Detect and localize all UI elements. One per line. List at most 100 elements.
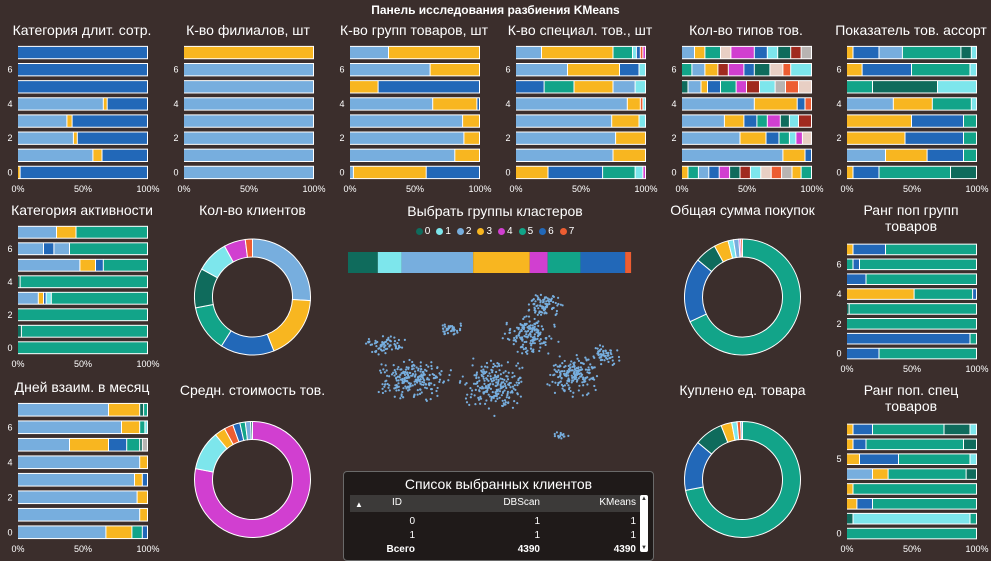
chart-activity[interactable]: Категория активности 0 2 4 6 0% 50% 100% bbox=[2, 200, 162, 370]
chart-plot bbox=[194, 420, 311, 538]
bar-segment bbox=[613, 149, 645, 161]
scatter-point bbox=[571, 395, 574, 398]
scatter-point bbox=[513, 400, 516, 403]
chart-pop-groups[interactable]: Ранг поп групп товаров 0 2 4 6 0% 50% 100% bbox=[831, 200, 991, 375]
legend-item[interactable]: 7 bbox=[559, 226, 574, 237]
scatter-point bbox=[601, 353, 604, 356]
scatter-plot[interactable] bbox=[345, 285, 650, 465]
sort-icon[interactable]: ▲ bbox=[355, 500, 363, 509]
table-row[interactable]: 1 1 1 bbox=[350, 528, 642, 543]
scatter-point bbox=[490, 399, 493, 402]
scatter-point bbox=[546, 303, 549, 306]
chart-total-purchases[interactable]: Общая сумма покупок bbox=[660, 200, 825, 370]
scatter-point bbox=[417, 369, 420, 372]
bar-segment bbox=[548, 166, 603, 179]
chart-product-groups[interactable]: К-во групп товаров, шт 0 2 4 6 0% 50% 100% bbox=[334, 20, 494, 195]
scatter-point bbox=[501, 337, 504, 340]
chart-assortment[interactable]: Показатель тов. ассорт 0 2 4 6 0% 50% 100% bbox=[831, 20, 991, 195]
scatter-point bbox=[496, 382, 500, 385]
bar-segment bbox=[719, 166, 730, 179]
bar-segment bbox=[853, 484, 976, 494]
scatter-point bbox=[575, 380, 579, 383]
bar-segment bbox=[51, 292, 147, 304]
bar-segment bbox=[568, 64, 619, 76]
legend-item[interactable]: 1 bbox=[436, 226, 451, 237]
scroll-down-icon[interactable]: ▼ bbox=[641, 545, 647, 551]
scatter-point bbox=[505, 386, 508, 390]
cell-dbscan: 1 bbox=[534, 530, 540, 541]
scatter-point bbox=[591, 377, 594, 381]
scatter-point bbox=[556, 365, 559, 368]
scatter-point bbox=[397, 365, 400, 369]
scatter-point bbox=[419, 378, 422, 381]
scatter-point bbox=[596, 352, 600, 355]
x-tick-label: 0% bbox=[343, 184, 356, 194]
col-id[interactable]: ID bbox=[392, 497, 402, 508]
chart-cluster-selector[interactable]: Выбрать группы кластеров bbox=[340, 200, 650, 280]
legend-item[interactable]: 3 bbox=[477, 226, 492, 237]
col-dbscan[interactable]: DBScan bbox=[503, 497, 540, 508]
chart-clients[interactable]: Кол-во клиентов bbox=[170, 200, 335, 370]
chart-special-goods[interactable]: К-во специал. тов., шт 0 2 4 6 0% 50% 100% bbox=[500, 20, 660, 195]
table-row[interactable]: 0 1 1 bbox=[350, 514, 642, 529]
bar-segment bbox=[640, 98, 643, 110]
chart-branches[interactable]: К-во филиалов, шт 0 2 4 6 0% 50% 100% bbox=[168, 20, 328, 195]
legend-item[interactable]: 2 bbox=[456, 226, 471, 237]
chart-product-types[interactable]: Кол-во типов тов. 0 2 4 6 0% 50% 100% bbox=[666, 20, 826, 195]
scatter-point bbox=[495, 395, 498, 398]
scatter-point bbox=[430, 388, 433, 391]
scatter-point bbox=[570, 360, 573, 363]
chart-title: К-во специал. тов., шт bbox=[507, 22, 653, 38]
scatter-point bbox=[427, 378, 431, 381]
bar-segment bbox=[635, 81, 645, 93]
chart-avg-price[interactable]: Средн. стоимость тов. bbox=[170, 380, 335, 555]
bar-segment bbox=[853, 166, 879, 179]
scatter-point bbox=[397, 385, 400, 388]
legend-item[interactable]: 5 bbox=[518, 226, 533, 237]
scatter-point bbox=[405, 366, 408, 369]
legend-item[interactable]: 0 bbox=[415, 226, 430, 237]
bar-segment bbox=[18, 292, 38, 304]
bar-segment bbox=[744, 115, 757, 127]
scatter-point bbox=[512, 343, 515, 346]
scatter-point bbox=[533, 333, 536, 336]
scroll-up-icon[interactable]: ▲ bbox=[641, 496, 647, 502]
col-kmeans[interactable]: KMeans bbox=[599, 497, 636, 508]
scatter-point bbox=[533, 306, 536, 309]
bar-segment bbox=[801, 166, 811, 179]
scatter-point bbox=[558, 364, 562, 367]
x-tick-label: 100% bbox=[468, 184, 491, 194]
scatter-point bbox=[402, 387, 405, 390]
chart-pop-special[interactable]: Ранг поп. спец товаров 0 5 0% 50% 100% bbox=[831, 380, 991, 555]
bar-segment bbox=[184, 98, 313, 110]
bar-segment bbox=[701, 81, 707, 93]
legend-item[interactable]: 4 bbox=[498, 226, 513, 237]
scatter-point bbox=[516, 384, 519, 387]
chart-units-bought[interactable]: Куплено ед. товара bbox=[660, 380, 825, 555]
scatter-point bbox=[385, 369, 388, 372]
bar-segment bbox=[18, 259, 80, 271]
scatter-point bbox=[404, 370, 407, 374]
legend-item[interactable]: 6 bbox=[539, 226, 554, 237]
scatter-point bbox=[487, 407, 490, 410]
table-scrollbar[interactable]: ▲ ▼ bbox=[640, 495, 648, 552]
chart-days-interaction[interactable]: Дней взаим. в месяц 0 2 4 6 0% 50% 100% bbox=[2, 377, 162, 555]
scatter-point bbox=[405, 379, 409, 382]
bar-segment bbox=[730, 166, 740, 179]
scatter-point bbox=[459, 380, 462, 383]
chart-tenure[interactable]: Категория длит. сотр. 0 2 4 6 0% 50% 100% bbox=[2, 20, 162, 195]
bar-segment bbox=[782, 166, 792, 179]
scatter-point bbox=[588, 371, 591, 374]
scatter-point bbox=[550, 297, 553, 300]
bar-segment bbox=[778, 46, 791, 59]
scatter-point bbox=[530, 344, 533, 347]
scatter-point bbox=[541, 305, 544, 308]
bar-segment bbox=[18, 325, 21, 337]
bar-segment bbox=[682, 64, 692, 76]
bar-segment bbox=[18, 491, 137, 504]
scatter-point bbox=[611, 355, 614, 359]
scatter-point bbox=[584, 380, 587, 383]
selector-segment bbox=[580, 252, 626, 273]
scatter-point bbox=[512, 387, 515, 390]
scatter-point bbox=[518, 367, 521, 370]
